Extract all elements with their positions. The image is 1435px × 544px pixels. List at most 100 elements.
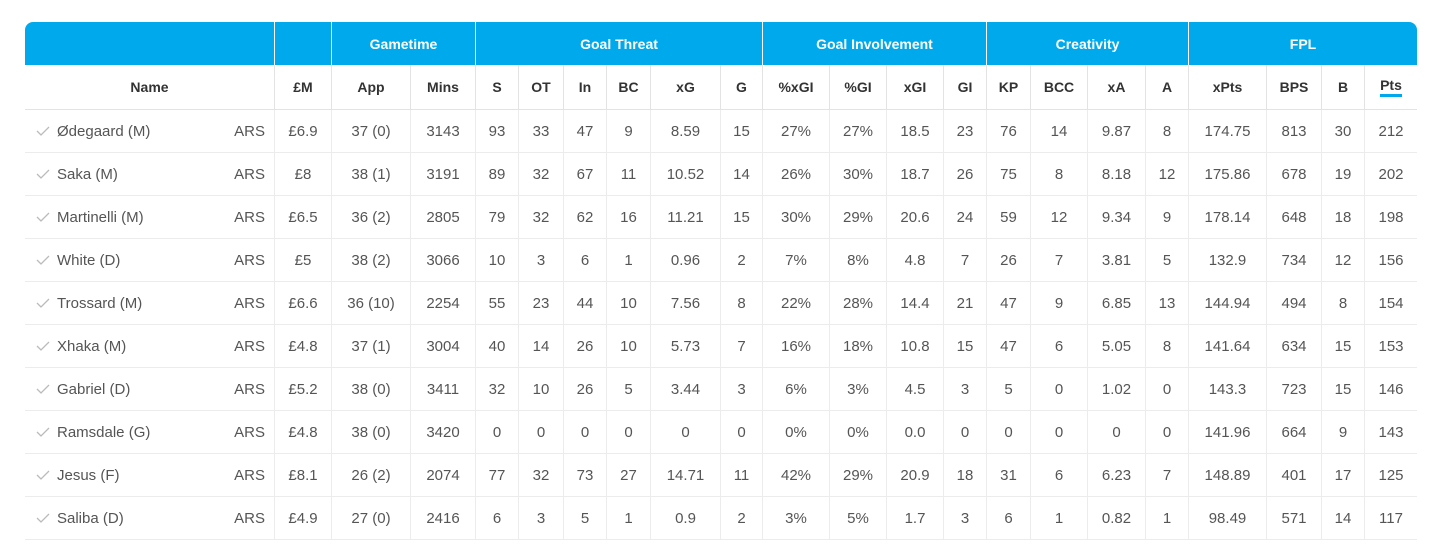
column-header[interactable]: £M — [274, 65, 331, 110]
stats-table: Gametime Goal Threat Goal Involvement Creat… — [25, 22, 1417, 542]
stat-cell: 678 — [1266, 153, 1321, 196]
stat-cell: 18.5 — [886, 110, 943, 153]
stat-cell: 9.34 — [1087, 196, 1145, 239]
stat-cell: 15 — [720, 196, 762, 239]
stat-cell: 19 — [1321, 153, 1364, 196]
stat-cell: 26 — [943, 153, 986, 196]
player-cell[interactable]: Ramsdale (G) ARS — [25, 411, 274, 454]
stat-cell: 28% — [829, 282, 886, 325]
stat-cell: 26% — [762, 153, 829, 196]
stat-cell: 3% — [829, 368, 886, 411]
column-header[interactable]: %GI — [829, 65, 886, 110]
stat-cell: 723 — [1266, 368, 1321, 411]
player-cell[interactable]: Ødegaard (M) ARS — [25, 110, 274, 153]
stat-cell: £6.6 — [274, 282, 331, 325]
player-name: Saliba (D) — [57, 509, 124, 527]
stat-cell: 38 (0) — [331, 368, 410, 411]
column-header[interactable]: BPS — [1266, 65, 1321, 110]
column-header[interactable]: Pts — [1364, 65, 1417, 110]
column-header[interactable]: GI — [943, 65, 986, 110]
column-header[interactable]: xPts — [1188, 65, 1266, 110]
check-icon — [36, 427, 50, 437]
stat-cell: 93 — [475, 110, 518, 153]
stat-cell: 32 — [475, 368, 518, 411]
column-header[interactable]: BCC — [1030, 65, 1087, 110]
stat-cell: 3420 — [410, 411, 475, 454]
stat-cell: 2416 — [410, 497, 475, 540]
player-cell[interactable]: Trossard (M) ARS — [25, 282, 274, 325]
column-header[interactable]: xGI — [886, 65, 943, 110]
column-header[interactable]: OT — [518, 65, 563, 110]
player-cell[interactable]: Martinelli (M) ARS — [25, 196, 274, 239]
column-header[interactable]: B — [1321, 65, 1364, 110]
stat-cell: 23 — [943, 110, 986, 153]
player-name: Gabriel (D) — [57, 380, 131, 398]
group-header: Creativity — [986, 22, 1188, 65]
stat-cell: 0 — [1145, 368, 1188, 411]
column-header[interactable]: In — [563, 65, 606, 110]
stat-cell: 813 — [1266, 110, 1321, 153]
player-cell[interactable]: White (D) ARS — [25, 239, 274, 282]
player-cell[interactable]: Xhaka (M) ARS — [25, 325, 274, 368]
stat-cell: 6 — [986, 497, 1030, 540]
stat-cell: 27 (0) — [331, 497, 410, 540]
column-header[interactable]: BC — [606, 65, 650, 110]
column-header[interactable]: %xGI — [762, 65, 829, 110]
stat-cell: 18% — [829, 325, 886, 368]
stat-cell: 0% — [762, 411, 829, 454]
stat-cell: 0.0 — [886, 411, 943, 454]
stat-cell: 3066 — [410, 239, 475, 282]
stat-cell: 0 — [1030, 368, 1087, 411]
stat-cell: 153 — [1364, 325, 1417, 368]
column-header[interactable]: Name — [25, 65, 274, 110]
team: ARS — [234, 380, 265, 398]
stat-cell: 14.4 — [886, 282, 943, 325]
stat-cell: 6 — [1030, 325, 1087, 368]
column-header[interactable]: App — [331, 65, 410, 110]
stat-cell: 0 — [606, 411, 650, 454]
player-cell[interactable]: Jesus (F) ARS — [25, 454, 274, 497]
stat-cell: 21 — [943, 282, 986, 325]
stat-cell: 55 — [475, 282, 518, 325]
stat-cell: £5 — [274, 239, 331, 282]
stat-cell: 27 — [606, 454, 650, 497]
stat-cell: 212 — [1364, 110, 1417, 153]
player-cell[interactable]: Saliba (D) ARS — [25, 497, 274, 540]
stat-cell: 26 — [563, 325, 606, 368]
stat-cell: 26 — [563, 368, 606, 411]
stat-cell: 98.49 — [1188, 497, 1266, 540]
column-header[interactable]: KP — [986, 65, 1030, 110]
column-header[interactable]: S — [475, 65, 518, 110]
check-icon — [36, 169, 50, 179]
stat-cell: 9 — [1145, 196, 1188, 239]
stat-cell: 0 — [1145, 411, 1188, 454]
stat-cell: 1 — [1145, 497, 1188, 540]
player-cell[interactable]: Gabriel (D) ARS — [25, 368, 274, 411]
stat-cell: 8% — [829, 239, 886, 282]
stat-cell: 20.9 — [886, 454, 943, 497]
stat-cell: 9 — [1030, 282, 1087, 325]
column-header[interactable]: G — [720, 65, 762, 110]
stat-cell: 3.44 — [650, 368, 720, 411]
player-name: Ødegaard (M) — [57, 122, 151, 140]
column-header[interactable]: Mins — [410, 65, 475, 110]
stat-cell: 3 — [720, 368, 762, 411]
stat-cell: 5.73 — [650, 325, 720, 368]
stat-cell: 141.96 — [1188, 411, 1266, 454]
stat-cell: 0 — [1087, 411, 1145, 454]
stat-cell: 18 — [1321, 196, 1364, 239]
stat-cell: 494 — [1266, 282, 1321, 325]
column-header[interactable]: A — [1145, 65, 1188, 110]
stat-cell: 0.96 — [650, 239, 720, 282]
stat-cell: 17 — [1321, 454, 1364, 497]
stat-cell: 59 — [986, 196, 1030, 239]
stat-cell: 20.6 — [886, 196, 943, 239]
stat-cell: 1.7 — [886, 497, 943, 540]
stat-cell: 0% — [829, 411, 886, 454]
stat-cell: 30 — [1321, 110, 1364, 153]
stat-cell: 4.8 — [886, 239, 943, 282]
column-header[interactable]: xG — [650, 65, 720, 110]
player-cell[interactable]: Saka (M) ARS — [25, 153, 274, 196]
column-header[interactable]: xA — [1087, 65, 1145, 110]
stat-cell: 178.14 — [1188, 196, 1266, 239]
